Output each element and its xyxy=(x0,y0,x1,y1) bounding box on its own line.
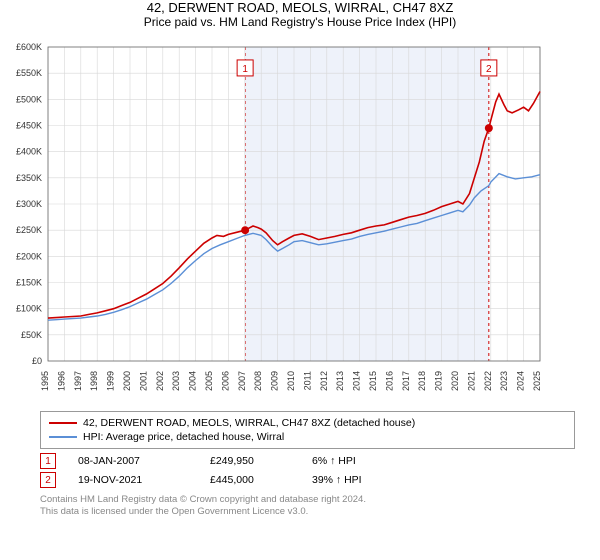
legend-label-2: HPI: Average price, detached house, Wirr… xyxy=(83,431,284,443)
svg-text:2008: 2008 xyxy=(253,371,263,391)
svg-text:2: 2 xyxy=(486,64,492,75)
svg-text:2024: 2024 xyxy=(516,371,526,391)
svg-text:2025: 2025 xyxy=(532,371,542,391)
svg-text:£150K: £150K xyxy=(16,278,42,288)
svg-text:1997: 1997 xyxy=(73,371,83,391)
sale-price: £445,000 xyxy=(210,474,290,486)
sale-price: £249,950 xyxy=(210,455,290,467)
svg-text:£300K: £300K xyxy=(16,199,42,209)
svg-text:2023: 2023 xyxy=(499,371,509,391)
legend-label-1: 42, DERWENT ROAD, MEOLS, WIRRAL, CH47 8X… xyxy=(83,417,415,429)
svg-text:2017: 2017 xyxy=(401,371,411,391)
footer-line-2: This data is licensed under the Open Gov… xyxy=(40,506,575,518)
svg-text:2012: 2012 xyxy=(319,371,329,391)
svg-text:£50K: £50K xyxy=(21,330,42,340)
svg-text:2010: 2010 xyxy=(286,371,296,391)
svg-text:2020: 2020 xyxy=(450,371,460,391)
sale-date: 08-JAN-2007 xyxy=(78,455,188,467)
svg-text:2007: 2007 xyxy=(237,371,247,391)
svg-text:1999: 1999 xyxy=(106,371,116,391)
svg-text:2014: 2014 xyxy=(352,371,362,391)
svg-text:2005: 2005 xyxy=(204,371,214,391)
svg-text:2013: 2013 xyxy=(335,371,345,391)
svg-text:£250K: £250K xyxy=(16,225,42,235)
svg-text:1995: 1995 xyxy=(40,371,50,391)
legend: 42, DERWENT ROAD, MEOLS, WIRRAL, CH47 8X… xyxy=(40,411,575,449)
sale-badge: 2 xyxy=(40,472,56,488)
svg-text:2011: 2011 xyxy=(302,371,312,390)
svg-text:2003: 2003 xyxy=(171,371,181,391)
chart-title: 42, DERWENT ROAD, MEOLS, WIRRAL, CH47 8X… xyxy=(0,0,600,15)
svg-text:£350K: £350K xyxy=(16,173,42,183)
footer-line-1: Contains HM Land Registry data © Crown c… xyxy=(40,494,575,506)
svg-text:1998: 1998 xyxy=(89,371,99,391)
chart-subtitle: Price paid vs. HM Land Registry's House … xyxy=(0,15,600,29)
footer-attribution: Contains HM Land Registry data © Crown c… xyxy=(40,494,575,519)
sale-delta: 6% ↑ HPI xyxy=(312,455,402,467)
svg-text:2019: 2019 xyxy=(434,371,444,391)
svg-text:2021: 2021 xyxy=(466,371,476,391)
sale-row: 2 19-NOV-2021 £445,000 39% ↑ HPI xyxy=(40,472,575,488)
chart-area: £0 £50K £100K £150K £200K £250K £300K £350K £400… xyxy=(0,35,600,405)
svg-text:£400K: £400K xyxy=(16,147,42,157)
legend-item-1: 42, DERWENT ROAD, MEOLS, WIRRAL, CH47 8X… xyxy=(49,416,566,430)
legend-item-2: HPI: Average price, detached house, Wirr… xyxy=(49,430,566,444)
svg-text:£0: £0 xyxy=(32,356,42,366)
svg-text:2006: 2006 xyxy=(220,371,230,391)
svg-text:2001: 2001 xyxy=(138,371,148,391)
svg-text:£500K: £500K xyxy=(16,94,42,104)
legend-swatch-2 xyxy=(49,436,77,438)
sale-badge: 1 xyxy=(40,453,56,469)
legend-swatch-1 xyxy=(49,422,77,424)
svg-text:2004: 2004 xyxy=(188,371,198,391)
svg-text:2016: 2016 xyxy=(384,371,394,391)
svg-text:2009: 2009 xyxy=(270,371,280,391)
svg-text:2000: 2000 xyxy=(122,371,132,391)
sale-date: 19-NOV-2021 xyxy=(78,474,188,486)
svg-text:2002: 2002 xyxy=(155,371,165,391)
sale-row: 1 08-JAN-2007 £249,950 6% ↑ HPI xyxy=(40,453,575,469)
line-chart: £0 £50K £100K £150K £200K £250K £300K £350K £400… xyxy=(0,35,560,405)
svg-text:£100K: £100K xyxy=(16,304,42,314)
svg-text:£550K: £550K xyxy=(16,68,42,78)
sale-delta: 39% ↑ HPI xyxy=(312,474,402,486)
svg-text:1: 1 xyxy=(242,64,248,75)
svg-text:£200K: £200K xyxy=(16,251,42,261)
svg-text:£600K: £600K xyxy=(16,42,42,52)
svg-text:£450K: £450K xyxy=(16,121,42,131)
svg-text:2022: 2022 xyxy=(483,371,493,391)
svg-text:1996: 1996 xyxy=(56,371,66,391)
svg-text:2018: 2018 xyxy=(417,371,427,391)
svg-text:2015: 2015 xyxy=(368,371,378,391)
